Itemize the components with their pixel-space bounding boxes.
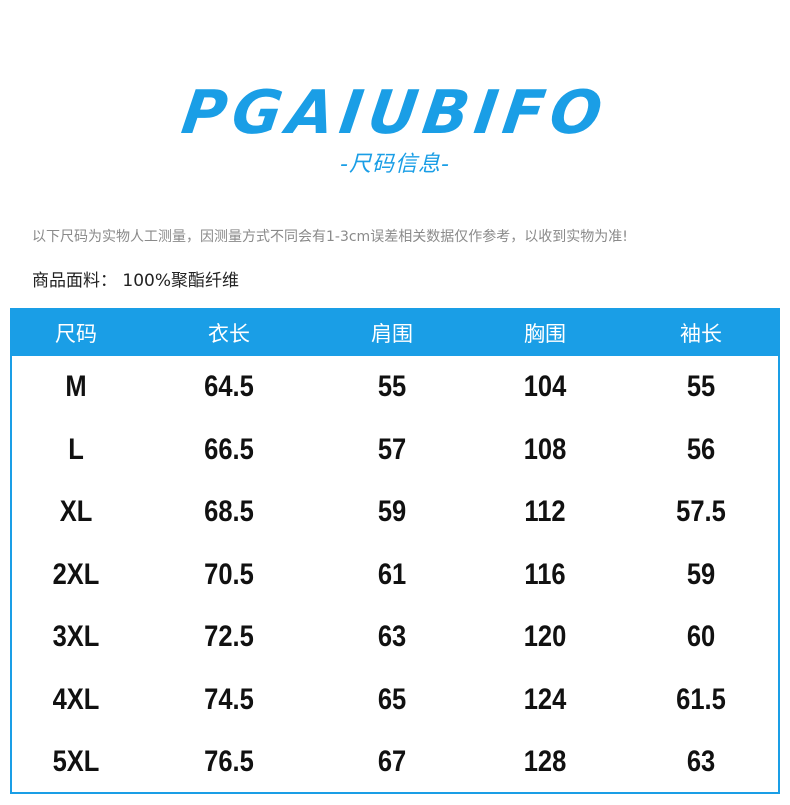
cell-length: 76.5: [204, 745, 254, 779]
cell-size: 3XL: [52, 620, 100, 654]
cell-sleeve: 61.5: [676, 682, 726, 716]
header-shoulder: 肩围: [371, 322, 413, 346]
header-length: 衣长: [208, 322, 250, 346]
cell-shoulder: 55: [377, 370, 407, 404]
table-row: XL 68.5 59 112 57.5: [12, 481, 778, 544]
cell-size: M: [65, 370, 87, 404]
cell-sleeve: 63: [686, 745, 716, 779]
table-header: 尺码 衣长 肩围 胸围 袖长: [12, 310, 778, 356]
cell-size: XL: [59, 495, 93, 529]
table-row: 4XL 74.5 65 124 61.5: [12, 669, 778, 732]
cell-sleeve: 59: [686, 557, 716, 591]
cell-sleeve: 55: [686, 370, 716, 404]
table-row: 3XL 72.5 63 120 60: [12, 606, 778, 669]
cell-shoulder: 67: [377, 745, 407, 779]
cell-length: 68.5: [204, 495, 254, 529]
cell-size: 5XL: [52, 745, 100, 779]
cell-size: 2XL: [52, 557, 100, 591]
cell-sleeve: 56: [686, 432, 716, 466]
cell-chest: 120: [523, 620, 567, 654]
cell-chest: 124: [523, 682, 567, 716]
header-size: 尺码: [55, 322, 97, 346]
cell-shoulder: 57: [377, 432, 407, 466]
size-table: 尺码 衣长 肩围 胸围 袖长 M 64.5 55 104 55 L 66.5 5…: [10, 308, 780, 794]
header-sleeve: 袖长: [680, 322, 722, 346]
cell-length: 74.5: [204, 682, 254, 716]
cell-shoulder: 63: [377, 620, 407, 654]
cell-sleeve: 60: [686, 620, 716, 654]
cell-size: 4XL: [52, 682, 100, 716]
cell-length: 70.5: [204, 557, 254, 591]
table-row: 2XL 70.5 61 116 59: [12, 544, 778, 607]
cell-chest: 116: [524, 557, 566, 591]
table-row: 5XL 76.5 67 128 63: [12, 731, 778, 794]
cell-chest: 128: [523, 745, 567, 779]
cell-sleeve: 57.5: [676, 495, 726, 529]
cell-chest: 112: [524, 495, 566, 529]
cell-shoulder: 59: [377, 495, 407, 529]
cell-shoulder: 61: [377, 557, 407, 591]
table-row: L 66.5 57 108 56: [12, 419, 778, 482]
page-subtitle: -尺码信息-: [340, 152, 450, 177]
cell-length: 72.5: [204, 620, 254, 654]
measurement-note: 以下尺码为实物人工测量，因测量方式不同会有1-3cm误差相关数据仅作参考，以收到…: [32, 229, 628, 245]
cell-chest: 104: [523, 370, 567, 404]
cell-length: 64.5: [204, 370, 254, 404]
fabric-material: 商品面料： 100%聚酯纤维: [32, 271, 240, 291]
cell-size: L: [68, 432, 84, 466]
cell-shoulder: 65: [377, 682, 407, 716]
cell-chest: 108: [523, 432, 567, 466]
brand-logo: PGAIUBIFO: [177, 78, 613, 148]
cell-length: 66.5: [204, 432, 254, 466]
header-chest: 胸围: [524, 322, 566, 346]
table-row: M 64.5 55 104 55: [12, 356, 778, 419]
